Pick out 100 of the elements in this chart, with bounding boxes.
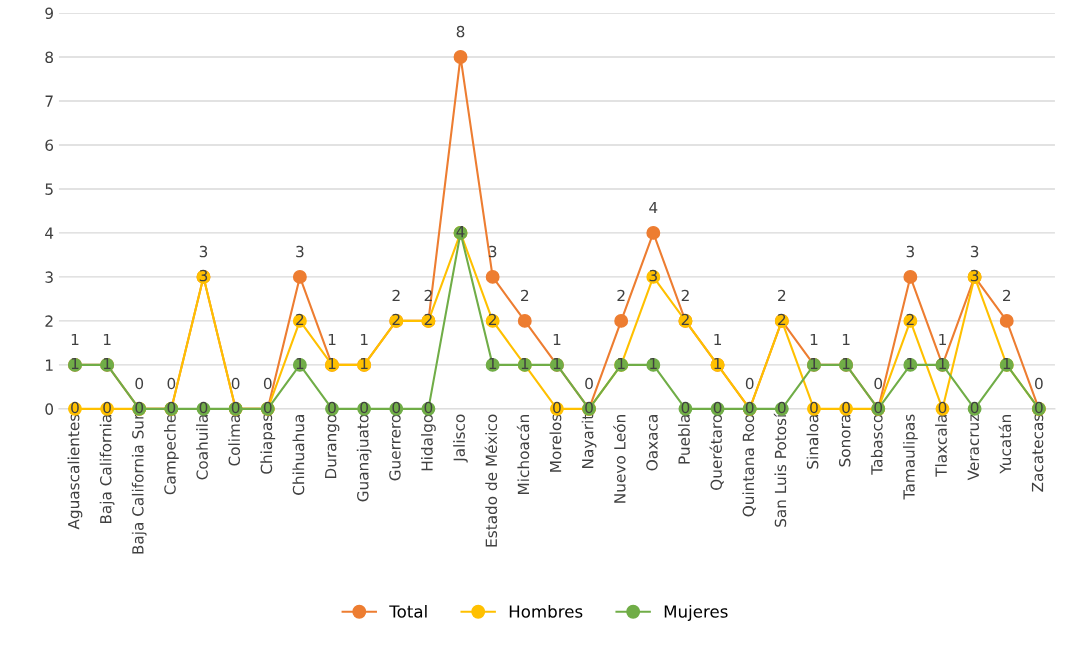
data-label: 2	[296, 313, 304, 326]
data-label: 0	[231, 377, 240, 390]
x-tick-label: Oaxaca	[646, 415, 658, 471]
x-tick-label: Tabasco	[870, 414, 883, 475]
data-label: 2	[906, 313, 914, 326]
x-tick-label: Aguascalientes	[67, 414, 83, 530]
x-tick-label: Sinaloa	[806, 415, 819, 469]
data-label: 2	[1003, 289, 1011, 302]
data-label: 1	[103, 357, 111, 370]
data-label: 0	[745, 401, 754, 414]
data-label: 0	[167, 401, 176, 414]
data-label: 1	[328, 333, 336, 346]
data-label: 0	[167, 377, 176, 390]
data-label: 0	[424, 401, 433, 414]
data-label: 0	[874, 401, 883, 414]
data-label: 3	[199, 269, 208, 282]
data-label: 1	[714, 357, 722, 370]
data-label: 1	[489, 357, 497, 370]
data-label: 1	[328, 357, 336, 370]
x-tick-label: Hidalgo	[421, 414, 436, 471]
x-tick-label: Chihuahua	[292, 415, 305, 495]
data-label: 1	[521, 357, 529, 370]
y-tick-label: 8	[45, 51, 53, 63]
y-tick-label: 2	[45, 315, 53, 327]
x-tick-label: Yucatán	[998, 415, 1012, 474]
data-label: 3	[906, 245, 914, 258]
x-tick-label: Colima	[228, 415, 241, 466]
data-label: 0	[103, 401, 111, 414]
x-tick-label: Chiapas	[260, 414, 276, 474]
x-tick-label: Baja California Sur	[131, 413, 147, 554]
data-label: 0	[810, 401, 818, 414]
data-label: 3	[296, 245, 304, 258]
x-tick-label: Estado de México	[484, 414, 498, 547]
y-tick-label: 3	[45, 271, 53, 283]
data-label: 0	[1035, 377, 1043, 390]
data-label: 1	[650, 357, 657, 370]
x-tick-label: Michoacán	[516, 415, 530, 494]
legend-label: Total	[389, 604, 427, 618]
data-label: 4	[456, 226, 465, 238]
data-label: 3	[970, 245, 979, 258]
y-tick-label: 5	[45, 183, 53, 195]
x-tick-label: San Luis Potosí	[773, 413, 787, 527]
data-label: 0	[199, 401, 208, 414]
data-label: 1	[71, 333, 79, 346]
data-label: 0	[777, 401, 786, 414]
data-label: 0	[263, 401, 272, 414]
data-label: 0	[970, 401, 979, 414]
legend-label: Hombres	[509, 604, 583, 618]
data-label: 3	[649, 269, 657, 282]
data-label: 1	[810, 357, 818, 370]
x-tick-label: Tlaxcala	[935, 415, 947, 477]
data-label: 3	[199, 245, 208, 258]
data-label: 0	[392, 401, 401, 414]
data-label: 2	[778, 289, 786, 302]
x-tick-label: Zacatecas	[1031, 414, 1044, 492]
x-tick-label: Guanajuato	[356, 414, 372, 502]
x-tick-label: Durango	[325, 414, 340, 479]
data-label: 1	[842, 333, 850, 346]
y-tick-label: 0	[45, 403, 54, 415]
data-label: 0	[713, 401, 722, 414]
x-tick-label: Nuevo León	[613, 415, 626, 503]
data-label: 0	[135, 377, 144, 390]
data-label: 0	[874, 377, 883, 390]
x-tick-label: Querétaro	[709, 414, 724, 490]
data-label: 2	[392, 289, 400, 302]
data-label: 8	[456, 25, 465, 38]
data-label: 0	[328, 401, 336, 414]
data-label: 2	[778, 313, 786, 326]
data-label: 1	[296, 357, 304, 370]
data-label: 2	[681, 289, 689, 302]
data-label: 1	[360, 333, 368, 346]
data-label: 1	[360, 357, 368, 370]
data-label: 0	[745, 377, 754, 390]
data-label: 2	[617, 289, 625, 302]
data-label: 0	[842, 401, 850, 414]
y-tick-label: 7	[45, 95, 53, 107]
data-label: 0	[231, 401, 240, 414]
data-label: 1	[907, 357, 914, 370]
data-label: 2	[424, 313, 432, 326]
data-label: 1	[939, 333, 946, 346]
data-label: 1	[1003, 357, 1011, 370]
x-tick-label: Veracruz	[967, 414, 980, 481]
data-label: 1	[714, 333, 722, 346]
x-tick-label: Quintana Roo	[742, 414, 756, 517]
x-tick-label: Campeche	[163, 414, 179, 495]
y-tick-label: 1	[46, 359, 53, 371]
x-tick-label: Sonora	[838, 415, 851, 467]
data-label: 1	[810, 333, 818, 346]
data-label: 1	[842, 357, 850, 370]
data-label: 2	[681, 313, 689, 326]
x-tick-label: Nayarit	[581, 414, 597, 468]
x-tick-label: Baja California	[99, 415, 115, 524]
y-tick-label: 4	[45, 227, 54, 239]
x-tick-label: Jalisco	[453, 414, 468, 463]
data-label: 2	[488, 313, 496, 326]
x-tick-label: Morelos	[549, 414, 562, 472]
data-label: 1	[103, 333, 111, 346]
data-label: 4	[649, 201, 658, 214]
x-tick-label: Puebla	[678, 415, 690, 464]
x-tick-label: Tamaulipas	[902, 414, 918, 500]
